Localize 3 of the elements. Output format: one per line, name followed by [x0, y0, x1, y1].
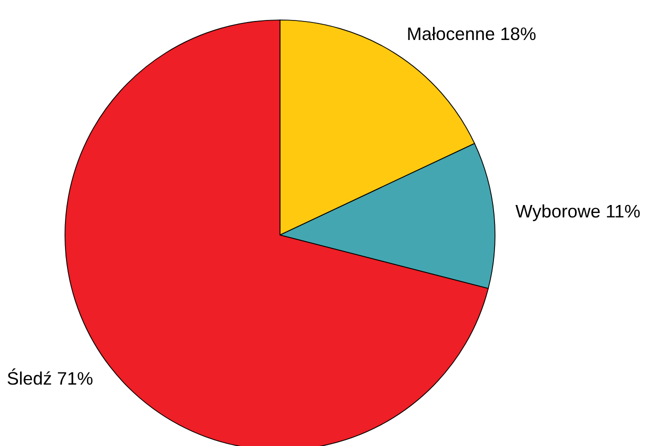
slice-label: Wyborowe 11% — [516, 204, 640, 222]
slice-label: Śledź 71% — [8, 368, 92, 385]
slice-label: Małocenne 18% — [408, 26, 536, 40]
